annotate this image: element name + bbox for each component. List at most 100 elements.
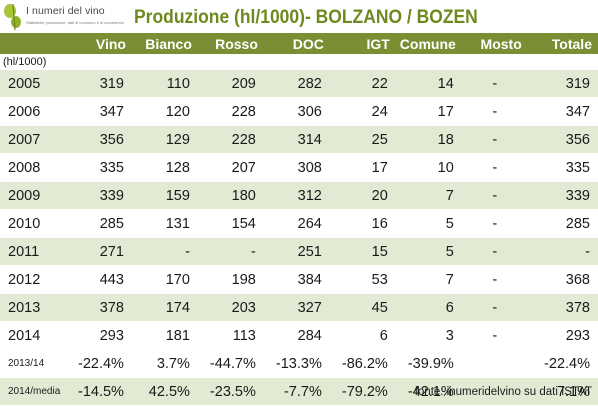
table-cell: 327 [263,293,330,322]
row-label: 2008 [0,153,66,182]
row-label: 2006 [0,97,66,126]
column-header-bianco: Bianco [131,33,198,54]
variation-row: 2013/14 -22.4% 3.7% -44.7% -13.3% -86.2% -39.9… [0,349,598,378]
table-cell: 10 [395,153,462,182]
table-row: 2009 339 159 180 312 20 7-339 [0,181,598,210]
table-cell: -39.9% [395,349,462,378]
table-cell: 319 [65,70,132,98]
table-cell: 347 [527,97,598,126]
table-cell: 312 [263,181,330,210]
table-cell: 180 [197,181,264,210]
table-cell: 5 [395,237,462,266]
logo: I numeri del vino Statistiche produzione… [2,2,126,32]
table-cell: 53 [329,265,396,294]
table-cell: 339 [65,181,132,210]
table-cell: 443 [65,265,132,294]
table-cell: - [461,97,528,126]
table-cell: 198 [197,265,264,294]
row-label: 2005 [0,70,66,98]
table-cell: 45 [329,293,396,322]
table-cell: 6 [329,321,396,350]
table-cell: 356 [527,125,598,154]
logo-subtitle: Statistiche produzione, dati di consumo … [26,20,124,25]
table-cell: 16 [329,209,396,238]
table-cell: 228 [197,125,264,154]
table-row: 2008 335 128 207 308 17 10-335 [0,153,598,182]
table-cell: 20 [329,181,396,210]
table-cell: -22.4% [527,349,598,378]
table-cell: -22.4% [65,349,132,378]
table-cell: 285 [65,209,132,238]
production-table: Vino Bianco Rosso DOC IGT Comune Mosto Totale (… [0,33,598,406]
table-cell: - [461,125,528,154]
table-cell: 5 [395,209,462,238]
table-cell: 207 [197,153,264,182]
table-row: 2011 271- -251 15 5- - [0,237,598,266]
table-row: 2012 443 170 198 384 53 7-368 [0,265,598,294]
column-header-rosso: Rosso [197,33,264,54]
table-cell: 228 [197,97,264,126]
column-header-vino: Vino [65,33,132,54]
table-cell: 339 [527,181,598,210]
table-cell: -14.5% [65,377,132,406]
table-cell: 368 [527,265,598,294]
table-cell: - [461,293,528,322]
row-label: 2014/media [0,377,66,406]
table-cell: 22 [329,70,396,98]
column-header-comune: Comune [395,33,462,54]
table-cell: - [461,321,528,350]
row-label: 2012 [0,265,66,294]
table-row: 2013 378 174 203 327 45 6-378 [0,293,598,322]
table-cell [461,377,528,406]
table-row: 2014 293 181 113 284 6 3-293 [0,321,598,350]
table-cell: 18 [395,125,462,154]
table-header-row: Vino Bianco Rosso DOC IGT Comune Mosto Totale [0,33,598,54]
table-cell: 14 [395,70,462,98]
table-cell: 306 [263,97,330,126]
logo-title: I numeri del vino [26,5,105,17]
table-cell: - [461,265,528,294]
table-cell: 128 [131,153,198,182]
page-title: Produzione (hl/1000)- BOLZANO / BOZEN [134,7,478,28]
table-cell: 335 [65,153,132,182]
table-cell: 120 [131,97,198,126]
column-header-igt: IGT [329,33,396,54]
table-cell: 110 [131,70,198,98]
table-cell: 347 [65,97,132,126]
table-cell: 271 [65,237,132,266]
table-cell: 113 [197,321,264,350]
column-header-mosto: Mosto [461,33,528,54]
table-cell: 159 [131,181,198,210]
variation-row: 2014/media -14.5% 42.5% -23.5% -7.7% -79.2% -4… [0,377,598,406]
table-cell: - [461,209,528,238]
table-cell: 7 [395,181,462,210]
table-cell: 209 [197,70,264,98]
table-cell: 7.1% [527,377,598,406]
table-cell: - [461,70,528,98]
table-cell: 308 [263,153,330,182]
source-note: fonte: inumeridelvino su dati ISTAT [414,386,592,398]
table-cell: - [131,237,198,266]
table-cell: 3 [395,321,462,350]
table-cell: -7.7% [263,377,330,406]
row-label: 2009 [0,181,66,210]
unit-row: (hl/1000) [0,54,598,70]
table-cell: 24 [329,97,396,126]
table-cell: -23.5% [197,377,264,406]
unit-label: (hl/1000) [0,54,598,70]
table-cell: 42.5% [131,377,198,406]
row-label: 2007 [0,125,66,154]
table-cell: 335 [527,153,598,182]
table-cell: - [197,237,264,266]
table-cell: - [527,237,598,266]
column-header-totale: Totale [527,33,598,54]
table-cell: 181 [131,321,198,350]
table-cell: -13.3% [263,349,330,378]
table-cell: 3.7% [131,349,198,378]
table-cell: 154 [197,209,264,238]
table-cell: 17 [329,153,396,182]
table-cell: 319 [527,70,598,98]
table-cell: 384 [263,265,330,294]
table-cell: 293 [65,321,132,350]
table-cell: 17 [395,97,462,126]
